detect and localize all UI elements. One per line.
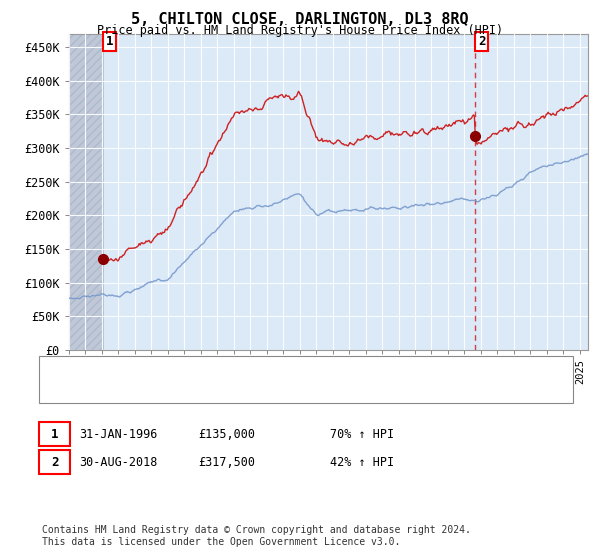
Text: 70% ↑ HPI: 70% ↑ HPI	[330, 427, 394, 441]
Text: 2: 2	[478, 35, 485, 48]
Text: 31-JAN-1996: 31-JAN-1996	[79, 427, 158, 441]
Text: Contains HM Land Registry data © Crown copyright and database right 2024.
This d: Contains HM Land Registry data © Crown c…	[42, 525, 471, 547]
Text: Price paid vs. HM Land Registry's House Price Index (HPI): Price paid vs. HM Land Registry's House …	[97, 24, 503, 37]
Text: 5, CHILTON CLOSE, DARLINGTON, DL3 8RQ (detached house): 5, CHILTON CLOSE, DARLINGTON, DL3 8RQ (d…	[93, 365, 444, 375]
Text: 1: 1	[51, 427, 58, 441]
Text: £317,500: £317,500	[198, 455, 255, 469]
Text: £135,000: £135,000	[198, 427, 255, 441]
Text: 5, CHILTON CLOSE, DARLINGTON, DL3 8RQ: 5, CHILTON CLOSE, DARLINGTON, DL3 8RQ	[131, 12, 469, 27]
Text: 42% ↑ HPI: 42% ↑ HPI	[330, 455, 394, 469]
Text: 1: 1	[106, 35, 113, 48]
Text: HPI: Average price, detached house, Darlington: HPI: Average price, detached house, Darl…	[93, 383, 392, 393]
Text: 2: 2	[51, 455, 58, 469]
Bar	[69, 34, 103, 350]
Text: 30-AUG-2018: 30-AUG-2018	[79, 455, 158, 469]
